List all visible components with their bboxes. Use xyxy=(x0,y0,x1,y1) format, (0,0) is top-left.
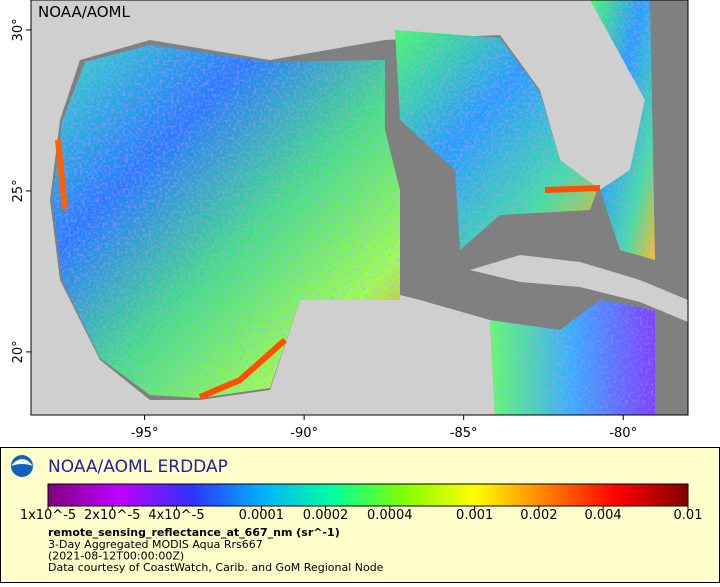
coastal-high xyxy=(55,139,68,211)
colorbar-tick-label: 0.004 xyxy=(584,508,621,523)
legend-panel xyxy=(0,447,720,583)
legend-title: NOAA/AOML ERDDAP xyxy=(48,457,228,477)
colorbar-tick-label: 0.01 xyxy=(674,508,703,523)
map-frame xyxy=(30,0,689,416)
legend-line: 3-Day Aggregated MODIS Aqua Rrs667 xyxy=(48,538,263,551)
colorbar-tick-label: 0.0001 xyxy=(239,508,285,523)
legend-line: Data courtesy of CoastWatch, Carib. and … xyxy=(48,561,384,574)
y-tick-label: 30° xyxy=(11,18,26,41)
y-tick-label: 20° xyxy=(11,340,26,363)
colorbar-tick-label: 0.0002 xyxy=(303,508,349,523)
variable-name: remote_sensing_reflectance_at_667_nm (sr… xyxy=(48,526,340,539)
data-field xyxy=(52,0,655,415)
colorbar-tick-label: 0.002 xyxy=(520,508,557,523)
cuba xyxy=(470,255,688,322)
x-tick-label: -95° xyxy=(131,426,159,441)
coastal-high xyxy=(198,337,287,400)
noaa-logo-bird xyxy=(11,459,33,466)
noaa-logo xyxy=(11,455,33,477)
legend-line: (2021-08-12T00:00:00Z) xyxy=(48,550,184,563)
colorbar-tick-label: 1x10^-5 xyxy=(20,508,76,523)
x-tick-label: -80° xyxy=(609,426,637,441)
colorbar xyxy=(47,483,689,507)
colorbar-tick-label: 2x10^-5 xyxy=(84,508,140,523)
colorbar-tick-label: 4x10^-5 xyxy=(148,508,204,523)
x-tick-label: -90° xyxy=(290,426,318,441)
y-tick-label: 25° xyxy=(11,179,26,202)
coastal-high xyxy=(544,185,601,193)
x-tick-label: -85° xyxy=(450,426,478,441)
watermark: NOAA/AOML xyxy=(38,3,131,21)
colorbar-tick-label: 0.001 xyxy=(456,508,493,523)
colorbar-tick-label: 0.0004 xyxy=(367,508,413,523)
